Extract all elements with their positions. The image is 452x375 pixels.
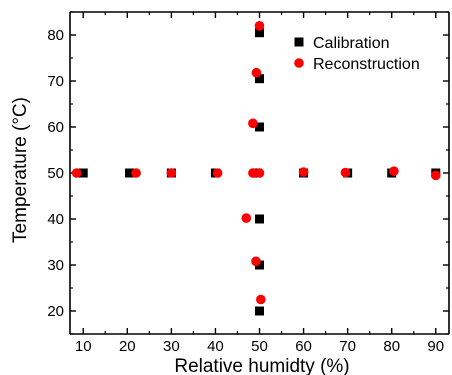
y-axis-title: Temperature (°C) xyxy=(10,97,31,243)
calibration-point xyxy=(255,122,264,132)
x-tick-label: 60 xyxy=(295,338,312,355)
y-tick-label: 80 xyxy=(47,27,64,44)
legend-label: Calibration xyxy=(313,35,389,52)
x-tick-label: 30 xyxy=(163,338,180,355)
x-axis-title: Relative humidty (%) xyxy=(174,356,349,375)
data-points xyxy=(71,21,441,316)
calibration-point xyxy=(124,168,134,178)
reconstruction-point xyxy=(248,168,258,178)
reconstruction-point xyxy=(430,170,441,181)
x-tick-label: 10 xyxy=(75,338,92,355)
reconstruction-point xyxy=(241,213,252,223)
calibration-point xyxy=(255,306,264,316)
reconstruction-point xyxy=(389,166,399,176)
reconstruction-point xyxy=(248,118,258,129)
reconstruction-point xyxy=(212,168,223,178)
legend-reconstruction-marker xyxy=(294,58,304,68)
x-tick-label: 70 xyxy=(339,338,356,355)
legend-calibration-marker xyxy=(294,37,304,47)
ticks: 10 20 30 40 50 60 70 80 90 20 30 40 50 60 70 80 xyxy=(47,11,449,355)
legend: Calibration Reconstruction xyxy=(294,35,420,73)
reconstruction-point xyxy=(251,256,261,267)
x-tick-label: 90 xyxy=(427,338,444,355)
calibration-point xyxy=(255,214,264,224)
reconstruction-point xyxy=(254,168,265,178)
y-tick-label: 70 xyxy=(47,73,64,90)
calibration-point xyxy=(255,28,264,38)
x-tick-label: 50 xyxy=(251,338,268,355)
calibration-point xyxy=(255,260,264,270)
series-reconstruction xyxy=(71,21,441,305)
reconstruction-point xyxy=(251,67,262,78)
reconstruction-point xyxy=(298,167,309,177)
reconstruction-point xyxy=(254,21,265,31)
legend-label: Reconstruction xyxy=(313,56,420,73)
x-tick-label: 80 xyxy=(383,338,400,355)
y-tick-label: 20 xyxy=(47,303,64,320)
y-tick-label: 60 xyxy=(47,119,64,136)
reconstruction-point xyxy=(166,168,177,178)
calibration-point xyxy=(78,168,88,178)
reconstruction-point xyxy=(71,168,82,178)
reconstruction-point xyxy=(340,167,351,178)
y-tick-label: 30 xyxy=(47,257,64,274)
y-tick-label: 40 xyxy=(47,211,64,228)
reconstruction-point xyxy=(256,294,266,305)
x-tick-label: 20 xyxy=(119,338,136,355)
calibration-point xyxy=(255,74,264,84)
x-tick-label: 40 xyxy=(207,338,224,355)
reconstruction-point xyxy=(131,168,141,178)
y-tick-label: 50 xyxy=(47,165,64,182)
